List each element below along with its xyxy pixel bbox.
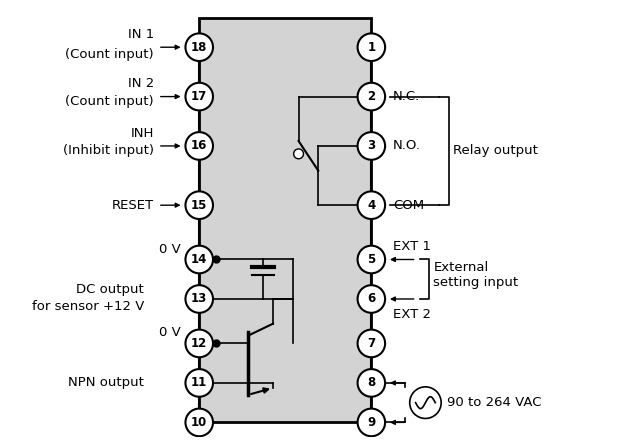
- Circle shape: [358, 246, 385, 273]
- Text: 6: 6: [367, 293, 376, 305]
- Text: for sensor +12 V: for sensor +12 V: [32, 301, 144, 313]
- Text: 15: 15: [191, 199, 207, 212]
- Circle shape: [358, 191, 385, 219]
- Text: Relay output: Relay output: [453, 144, 538, 158]
- Text: 18: 18: [191, 41, 207, 54]
- Text: 2: 2: [367, 90, 376, 103]
- Circle shape: [358, 132, 385, 160]
- Text: 0 V: 0 V: [159, 243, 181, 256]
- Text: RESET: RESET: [112, 199, 154, 212]
- Text: DC output: DC output: [76, 282, 144, 296]
- Text: 3: 3: [367, 139, 376, 152]
- Circle shape: [186, 33, 213, 61]
- Circle shape: [186, 246, 213, 273]
- Text: 90 to 264 VAC: 90 to 264 VAC: [447, 396, 542, 409]
- Text: 0 V: 0 V: [159, 326, 181, 339]
- Text: 7: 7: [367, 337, 376, 350]
- Bar: [199, 18, 371, 422]
- Circle shape: [294, 149, 304, 159]
- Text: (Inhibit input): (Inhibit input): [63, 144, 154, 158]
- Circle shape: [186, 330, 213, 357]
- Circle shape: [186, 285, 213, 313]
- Circle shape: [186, 369, 213, 397]
- Text: EXT 2: EXT 2: [393, 308, 431, 321]
- Text: 4: 4: [367, 199, 376, 212]
- Circle shape: [358, 409, 385, 436]
- Text: 1: 1: [367, 41, 376, 54]
- Circle shape: [358, 33, 385, 61]
- Text: NPN output: NPN output: [68, 376, 144, 389]
- Circle shape: [358, 83, 385, 110]
- Text: N.C.: N.C.: [393, 90, 420, 103]
- Text: EXT 1: EXT 1: [393, 240, 431, 253]
- Circle shape: [186, 191, 213, 219]
- Text: N.O.: N.O.: [393, 139, 421, 152]
- Text: 8: 8: [367, 376, 376, 389]
- Circle shape: [358, 285, 385, 313]
- Text: setting input: setting input: [433, 276, 519, 289]
- Circle shape: [358, 330, 385, 357]
- Text: 10: 10: [191, 416, 207, 429]
- Circle shape: [358, 369, 385, 397]
- Text: 13: 13: [191, 293, 207, 305]
- Text: IN 1: IN 1: [128, 28, 154, 41]
- Text: COM: COM: [393, 199, 424, 212]
- Text: INH: INH: [130, 127, 154, 139]
- Circle shape: [186, 83, 213, 110]
- Text: External: External: [433, 261, 489, 274]
- Circle shape: [186, 132, 213, 160]
- Text: (Count input): (Count input): [65, 95, 154, 108]
- Text: 12: 12: [191, 337, 207, 350]
- Text: 17: 17: [191, 90, 207, 103]
- Text: (Count input): (Count input): [65, 48, 154, 61]
- Text: 5: 5: [367, 253, 376, 266]
- Text: 16: 16: [191, 139, 207, 152]
- Circle shape: [410, 387, 441, 418]
- Text: 14: 14: [191, 253, 207, 266]
- Circle shape: [186, 409, 213, 436]
- Text: IN 2: IN 2: [128, 77, 154, 90]
- Text: 11: 11: [191, 376, 207, 389]
- Text: 9: 9: [367, 416, 376, 429]
